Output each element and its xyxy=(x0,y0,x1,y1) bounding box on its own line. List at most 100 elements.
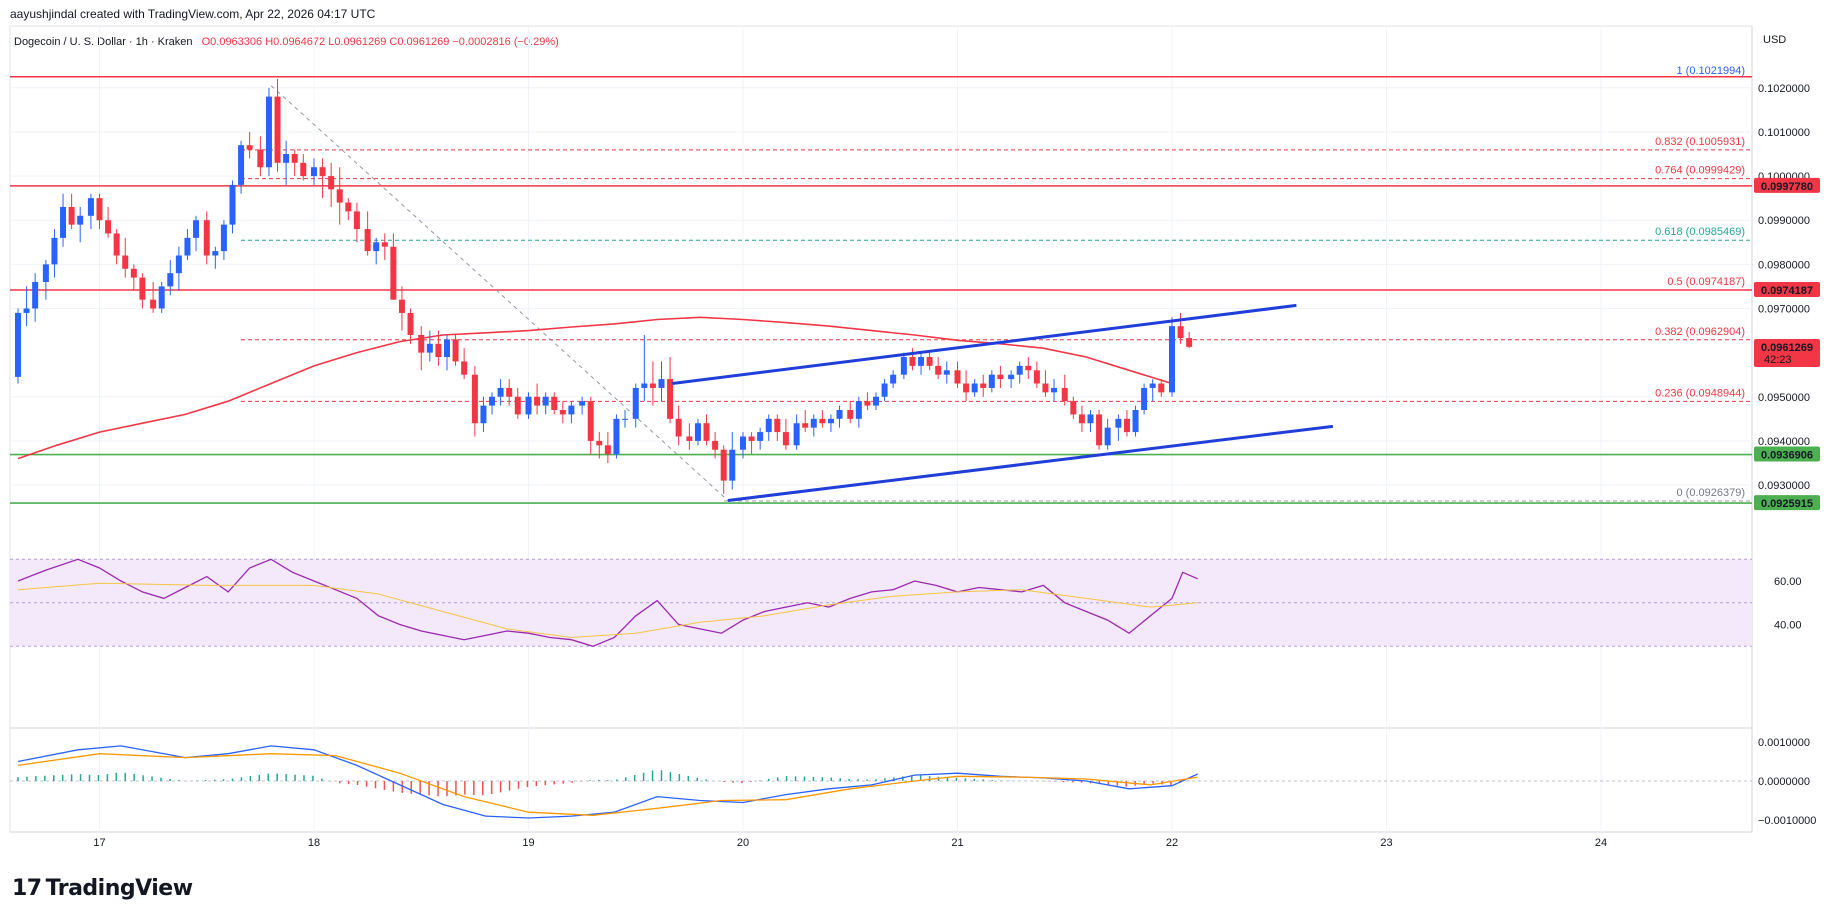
bullish-candle xyxy=(167,273,174,287)
symbol-info: Dogecoin / U. S. Dollar · 1h · Kraken O0… xyxy=(14,36,559,48)
bullish-candle xyxy=(87,198,94,216)
fib-trend-line xyxy=(270,85,729,501)
support-price-badge xyxy=(1754,446,1820,462)
bullish-candle xyxy=(793,423,800,446)
bullish-candle xyxy=(14,312,21,377)
x-tick-label: 18 xyxy=(308,837,320,849)
bearish-candle xyxy=(150,299,157,309)
bullish-candle xyxy=(658,379,665,388)
bearish-candle xyxy=(1177,326,1184,339)
rsi-line xyxy=(17,558,1198,647)
bullish-candle xyxy=(1169,326,1175,393)
y-tick-label: 0.0940000 xyxy=(1758,436,1810,448)
last-price-badge xyxy=(1754,339,1820,368)
bearish-candle xyxy=(461,361,468,375)
bullish-candle xyxy=(1016,365,1023,375)
currency-label[interactable]: USD xyxy=(1763,34,1787,46)
bullish-candle xyxy=(1141,387,1148,410)
y-tick-label: 0.0990000 xyxy=(1758,215,1810,227)
bearish-candle xyxy=(720,449,727,481)
rsi-tick-label: 40.00 xyxy=(1774,620,1802,632)
support-price-badge xyxy=(1754,495,1820,511)
bullish-candle xyxy=(489,396,496,406)
bullish-candle xyxy=(311,167,317,177)
tradingview-logo[interactable]: 𝟭𝟳 TradingView xyxy=(12,876,193,901)
bearish-candle xyxy=(1096,414,1103,446)
bullish-candle xyxy=(613,418,620,455)
bearish-candle xyxy=(748,436,755,441)
bearish-candle xyxy=(712,440,719,450)
bearish-candle xyxy=(963,383,970,393)
y-tick-label: 0.0970000 xyxy=(1758,303,1810,315)
bearish-candle xyxy=(291,154,298,163)
bearish-candle xyxy=(257,149,264,168)
price-badge-label: 0.0936906 xyxy=(1761,450,1813,462)
rsi-tick-label: 60.00 xyxy=(1774,576,1802,588)
bearish-candle xyxy=(935,365,942,375)
resistance-price-badge xyxy=(1754,282,1820,298)
bullish-candle xyxy=(443,339,450,358)
bullish-candle xyxy=(32,282,39,309)
bearish-candle xyxy=(1025,365,1032,371)
bullish-candle xyxy=(1115,418,1122,428)
fib-level-label: 0.5 (0.0974187) xyxy=(1667,276,1745,288)
bearish-candle xyxy=(96,198,103,221)
bullish-candle xyxy=(51,237,58,265)
countdown-label: 42:23 xyxy=(1764,354,1792,366)
channel-lower-line xyxy=(727,424,1334,502)
bullish-candle xyxy=(872,396,879,406)
symbol-name[interactable]: Dogecoin / U. S. Dollar · 1h · Kraken xyxy=(14,36,193,48)
macd-tick-label: 0.0000000 xyxy=(1758,776,1810,788)
price-badge-label: 0.0997780 xyxy=(1761,181,1813,193)
macd-tick-label: −0.0010000 xyxy=(1758,815,1816,827)
bearish-candle xyxy=(534,396,541,406)
rsi_ma-line xyxy=(17,582,1198,639)
bullish-candle xyxy=(971,383,978,393)
bearish-candle xyxy=(246,145,253,150)
bearish-candle xyxy=(130,268,137,278)
moving-average-line xyxy=(17,316,1173,460)
bearish-candle xyxy=(1033,370,1040,384)
bullish-candle xyxy=(1087,414,1094,424)
bearish-candle xyxy=(551,396,558,410)
bullish-candle xyxy=(900,357,907,375)
chart-attribution: aayushjindal created with TradingView.co… xyxy=(10,7,376,21)
bearish-candle xyxy=(604,445,611,455)
bearish-candle xyxy=(1042,383,1049,393)
bullish-candle xyxy=(525,396,532,415)
bullish-candle xyxy=(632,387,639,419)
bullish-candle xyxy=(373,242,380,252)
bearish-candle xyxy=(353,211,360,230)
bearish-candle xyxy=(587,401,594,441)
bullish-candle xyxy=(158,286,165,309)
y-tick-label: 0.0980000 xyxy=(1758,259,1810,271)
fib-level-label: 0.832 (0.1005931) xyxy=(1655,136,1745,148)
bearish-candle xyxy=(398,299,405,313)
bullish-candle xyxy=(426,343,433,353)
bearish-candle xyxy=(300,162,307,177)
bearish-candle xyxy=(954,370,961,384)
bullish-candle xyxy=(212,251,219,256)
x-tick-label: 21 xyxy=(951,837,963,849)
bullish-candle xyxy=(729,449,736,481)
macd-tick-label: 0.0010000 xyxy=(1758,737,1810,749)
bearish-candle xyxy=(435,343,442,358)
bullish-candle xyxy=(193,220,200,238)
bearish-candle xyxy=(471,374,478,424)
bearish-candle xyxy=(452,339,459,362)
bullish-candle xyxy=(238,145,245,185)
bearish-candle xyxy=(596,440,603,446)
bearish-candle xyxy=(802,423,809,428)
bearish-candle xyxy=(328,176,335,190)
bullish-candle xyxy=(42,264,49,282)
bearish-candle xyxy=(319,167,326,177)
bearish-candle xyxy=(559,410,566,415)
tradingview-logo-icon: 𝟭𝟳 xyxy=(12,876,42,901)
bearish-candle xyxy=(364,229,371,252)
bearish-candle xyxy=(139,277,146,300)
bearish-candle xyxy=(864,401,871,406)
bearish-candle xyxy=(703,423,710,441)
bearish-candle xyxy=(418,334,425,353)
bearish-candle xyxy=(926,357,933,366)
